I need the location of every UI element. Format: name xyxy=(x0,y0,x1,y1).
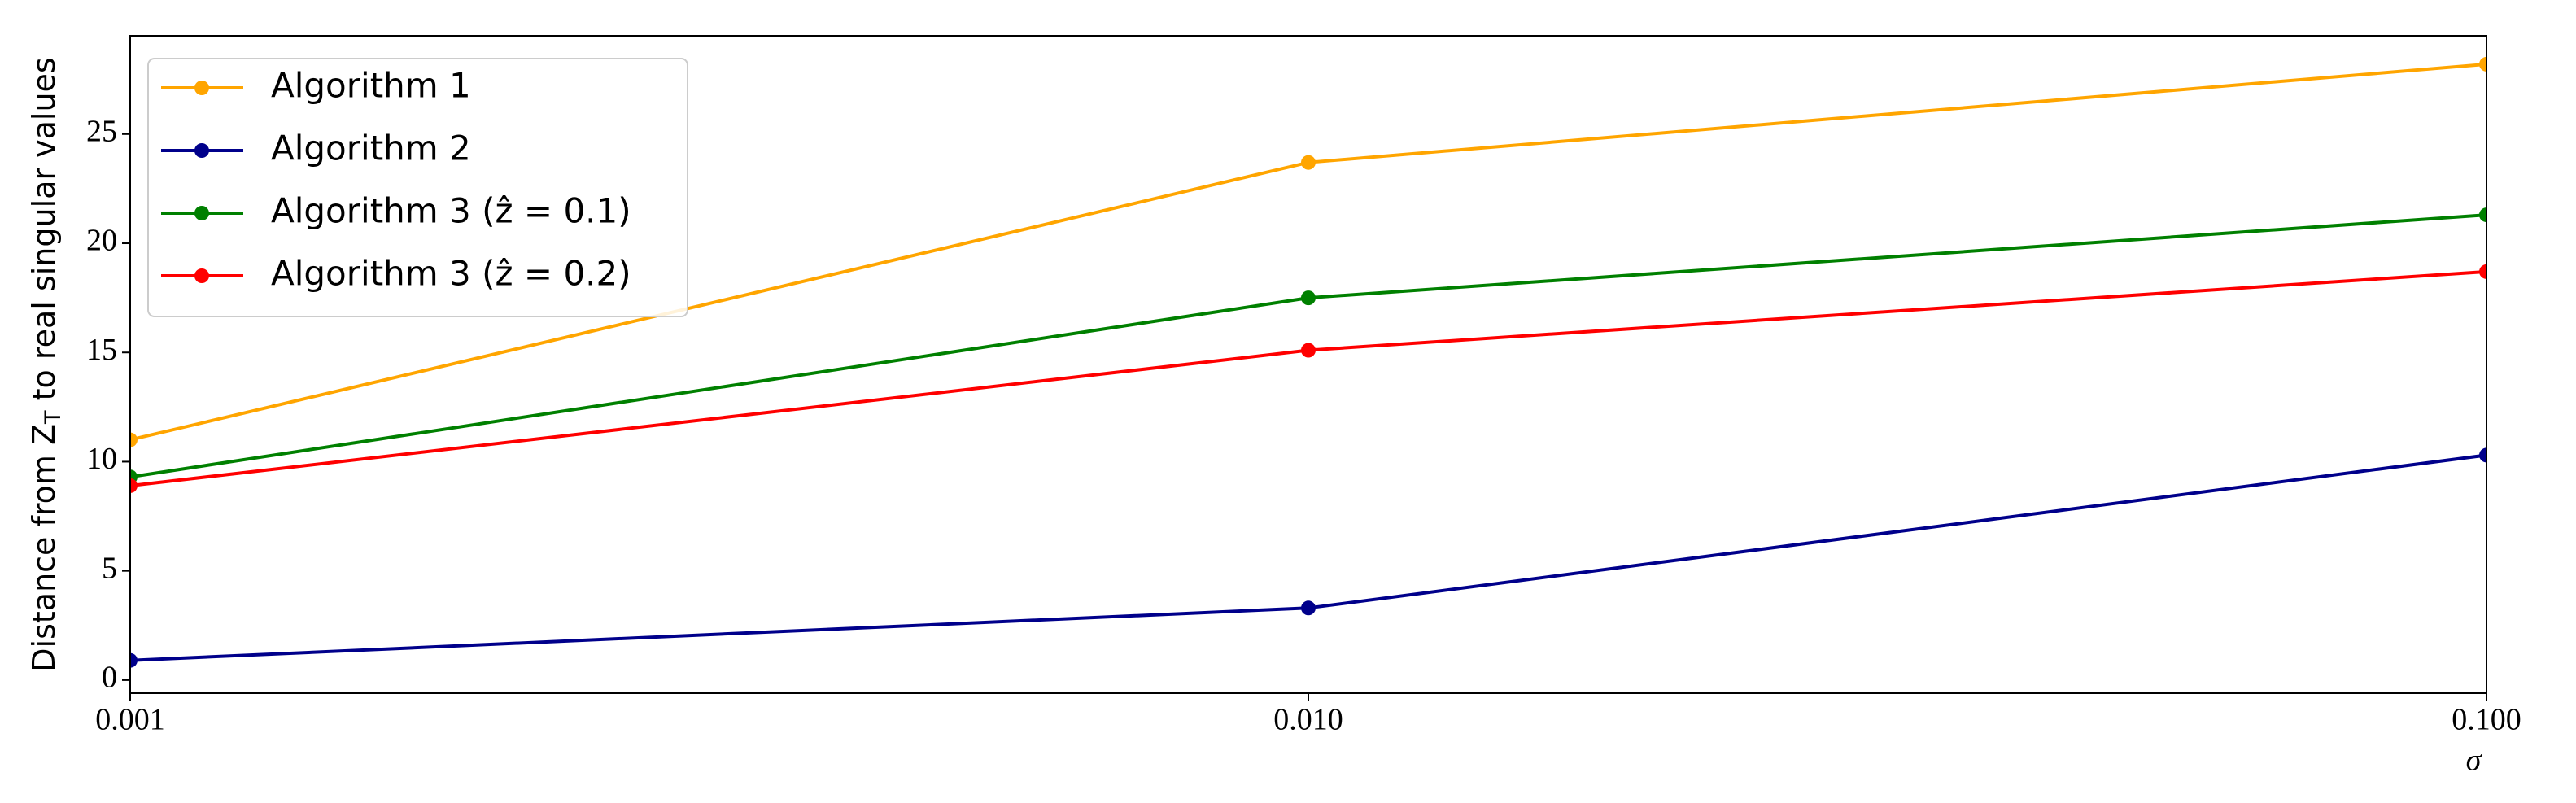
x-tick-label: 0.100 xyxy=(2452,703,2521,737)
data-point xyxy=(1301,343,1316,358)
x-tick-label: 0.010 xyxy=(1273,703,1343,737)
data-point xyxy=(2479,447,2486,463)
series-line xyxy=(130,453,2486,662)
data-point xyxy=(2479,207,2486,223)
plot-area xyxy=(130,56,2486,668)
legend-label: Algorithm 3 (ẑ = 0.1) xyxy=(271,191,631,231)
data-point xyxy=(1301,155,1316,170)
y-tick-label: 5 xyxy=(102,551,117,585)
data-point xyxy=(130,432,138,447)
legend-label: Algorithm 2 xyxy=(271,129,471,168)
data-point xyxy=(1301,600,1316,616)
y-tick-label: 25 xyxy=(86,115,117,149)
data-point xyxy=(2479,264,2486,279)
y-label-part: Distance from Z xyxy=(26,424,62,672)
plot-frame xyxy=(129,35,2487,694)
data-point xyxy=(130,478,138,493)
y-tick-label: 15 xyxy=(86,333,117,367)
y-tick-label: 0 xyxy=(102,661,117,695)
data-point xyxy=(1301,290,1316,306)
legend-box xyxy=(147,58,688,317)
y-tick-label: 10 xyxy=(86,442,117,476)
x-tick-label: 0.001 xyxy=(95,703,165,737)
data-point xyxy=(130,652,138,668)
legend-label: Algorithm 1 xyxy=(271,66,471,106)
y-label-subscript: T xyxy=(41,410,66,425)
y-tick-label: 20 xyxy=(86,224,117,258)
y-axis-label: Distance from ZT to real singular values xyxy=(26,57,66,671)
x-axis-label: σ xyxy=(2466,744,2482,778)
y-label-part: to real singular values xyxy=(26,57,62,410)
data-point xyxy=(2479,56,2486,72)
legend-marker xyxy=(194,143,209,158)
legend-marker xyxy=(194,206,209,220)
legend-marker xyxy=(194,268,209,283)
legend-label: Algorithm 3 (ẑ = 0.2) xyxy=(271,254,631,294)
legend-marker xyxy=(194,81,209,95)
